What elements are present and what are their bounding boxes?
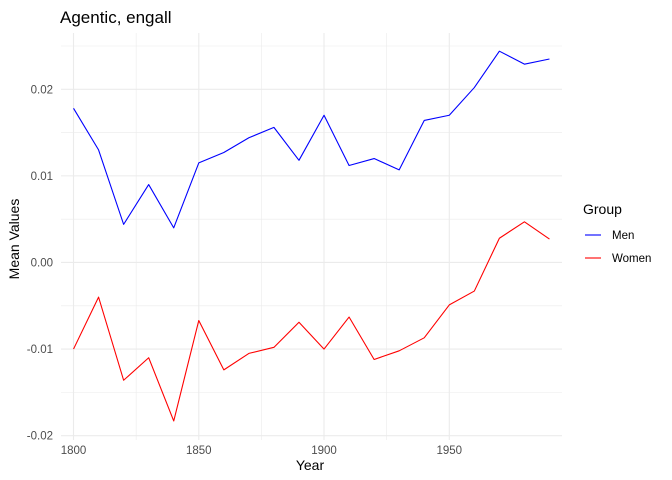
x-axis-ticks: 1800 1850 1900 1950 [61, 445, 462, 457]
x-tick-label: 1850 [186, 445, 212, 457]
x-tick-label: 1900 [311, 445, 337, 457]
chart-title: Agentic, engall [60, 8, 172, 27]
series-line-women [73, 221, 550, 422]
gridlines [61, 33, 562, 440]
legend-title: Group [583, 201, 622, 217]
series-lines [73, 50, 550, 422]
series-line-men [73, 50, 550, 229]
y-axis-title: Mean Values [6, 199, 22, 280]
x-axis-title: Year [296, 457, 325, 473]
legend-label-men: Men [612, 230, 634, 242]
x-tick-label: 1800 [61, 445, 87, 457]
x-tick-label: 1950 [436, 445, 462, 457]
y-axis-ticks: -0.02 -0.01 0.00 0.01 0.02 [27, 84, 53, 442]
y-tick-label: -0.01 [27, 344, 53, 356]
y-tick-label: -0.02 [27, 431, 53, 443]
legend: Group Men Women [583, 201, 651, 265]
y-tick-label: 0.01 [31, 171, 53, 183]
y-tick-label: 0.00 [31, 257, 53, 269]
legend-label-women: Women [612, 253, 651, 265]
y-tick-label: 0.02 [31, 84, 53, 96]
